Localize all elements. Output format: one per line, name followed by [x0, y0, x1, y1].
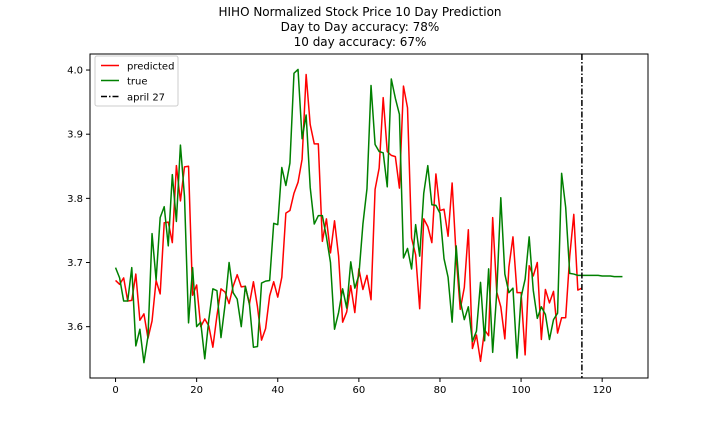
legend-box	[94, 55, 179, 107]
y-tick-label: 3.6	[67, 322, 83, 333]
chart-title-line-3: 10 day accuracy: 67%	[293, 35, 427, 49]
y-tick-label: 4.0	[67, 66, 83, 77]
chart-title-line-1: HIHO Normalized Stock Price 10 Day Predi…	[218, 5, 502, 19]
x-tick-label: 40	[271, 385, 284, 396]
plot-area	[114, 54, 623, 378]
x-tick-label: 60	[352, 385, 365, 396]
series-line-true	[114, 68, 623, 364]
series-line-predicted	[115, 73, 583, 363]
axes-frame	[89, 53, 649, 379]
y-tick-label: 3.9	[67, 130, 83, 141]
legend: predicted true april 27	[94, 55, 179, 107]
y-tick-label: 3.8	[67, 194, 83, 205]
x-tick-label: 100	[512, 385, 531, 396]
chart-title-line-2: Day to Day accuracy: 78%	[280, 20, 440, 34]
axes: 0 20 40 60 80 100 120 3.6 3.7 3.8 3.9 4.0	[67, 53, 649, 396]
x-tick-label: 120	[593, 385, 612, 396]
y-tick-label: 3.7	[67, 258, 83, 269]
legend-label-true: true	[127, 77, 148, 88]
x-tick-label: 80	[434, 385, 447, 396]
x-tick-label: 20	[190, 385, 203, 396]
x-tick-label: 0	[112, 385, 118, 396]
legend-label-april-27: april 27	[127, 93, 165, 104]
legend-label-predicted: predicted	[127, 62, 174, 73]
